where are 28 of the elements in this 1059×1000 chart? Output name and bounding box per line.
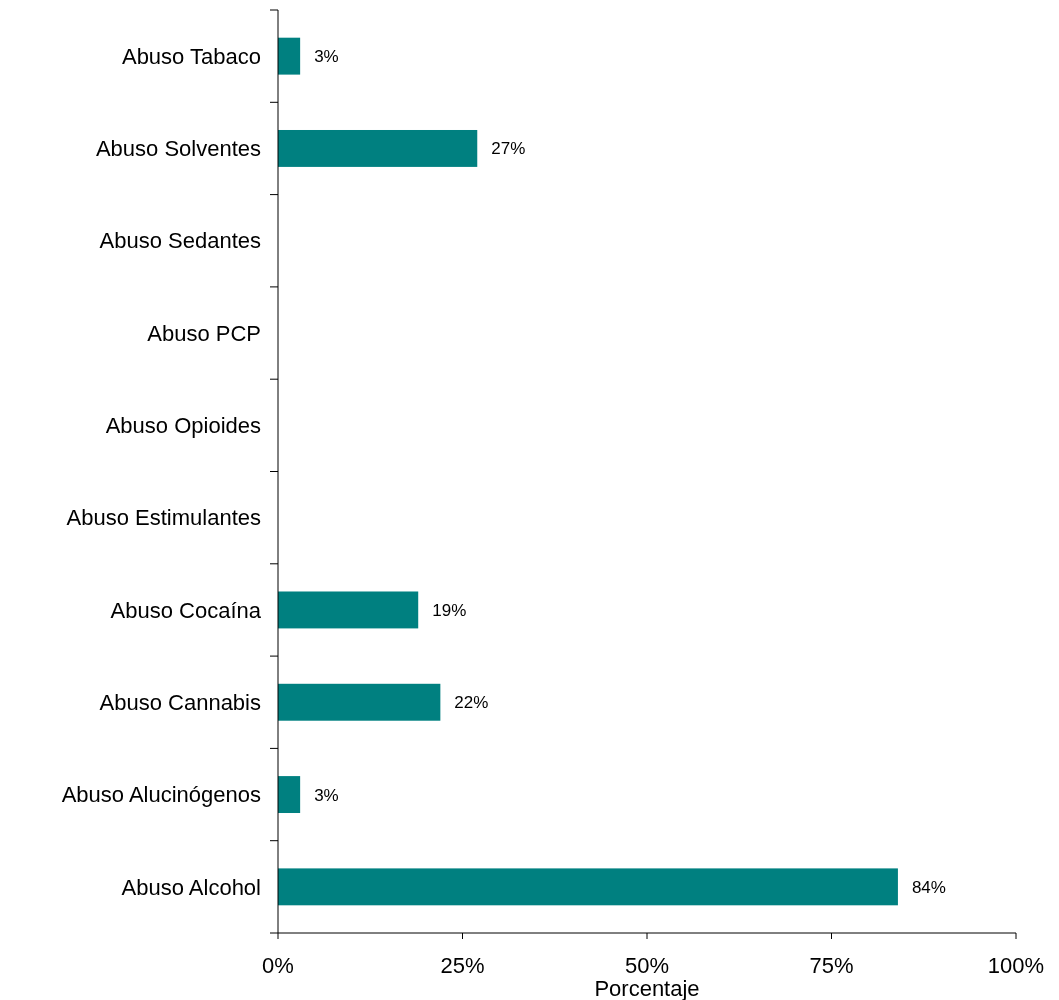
y-tick-label: Abuso Opioides bbox=[105, 413, 261, 439]
bar bbox=[278, 683, 441, 721]
x-tick-label: 25% bbox=[440, 953, 485, 978]
data-label: 19% bbox=[432, 600, 467, 620]
bar bbox=[278, 868, 898, 906]
x-tick-label: 75% bbox=[809, 953, 854, 978]
data-label: 27% bbox=[491, 139, 526, 159]
bar bbox=[278, 37, 301, 75]
x-axis-title: Porcentaje bbox=[594, 976, 700, 1000]
data-label: 22% bbox=[454, 693, 489, 713]
bar bbox=[278, 776, 301, 814]
y-tick-label: Abuso Solventes bbox=[95, 136, 261, 162]
y-tick-label: Abuso Cocaína bbox=[110, 597, 262, 623]
data-label: 84% bbox=[911, 877, 946, 897]
bar bbox=[278, 129, 478, 167]
y-tick-label: Abuso Estimulantes bbox=[66, 505, 261, 531]
y-tick-label: Abuso Alcohol bbox=[121, 874, 261, 900]
data-label: 3% bbox=[314, 47, 339, 67]
bar bbox=[278, 591, 419, 629]
y-tick-label: Abuso PCP bbox=[147, 320, 261, 346]
x-tick-label: 100% bbox=[987, 953, 1045, 978]
x-tick-label: 50% bbox=[624, 953, 670, 978]
y-tick-label: Abuso Tabaco bbox=[121, 43, 261, 69]
x-tick-label: 0% bbox=[262, 953, 294, 978]
y-tick-label: Abuso Alucinógenos bbox=[61, 782, 261, 808]
y-tick-label: Abuso Sedantes bbox=[99, 228, 261, 254]
y-tick-label: Abuso Cannabis bbox=[99, 689, 261, 715]
data-label: 3% bbox=[314, 785, 339, 805]
